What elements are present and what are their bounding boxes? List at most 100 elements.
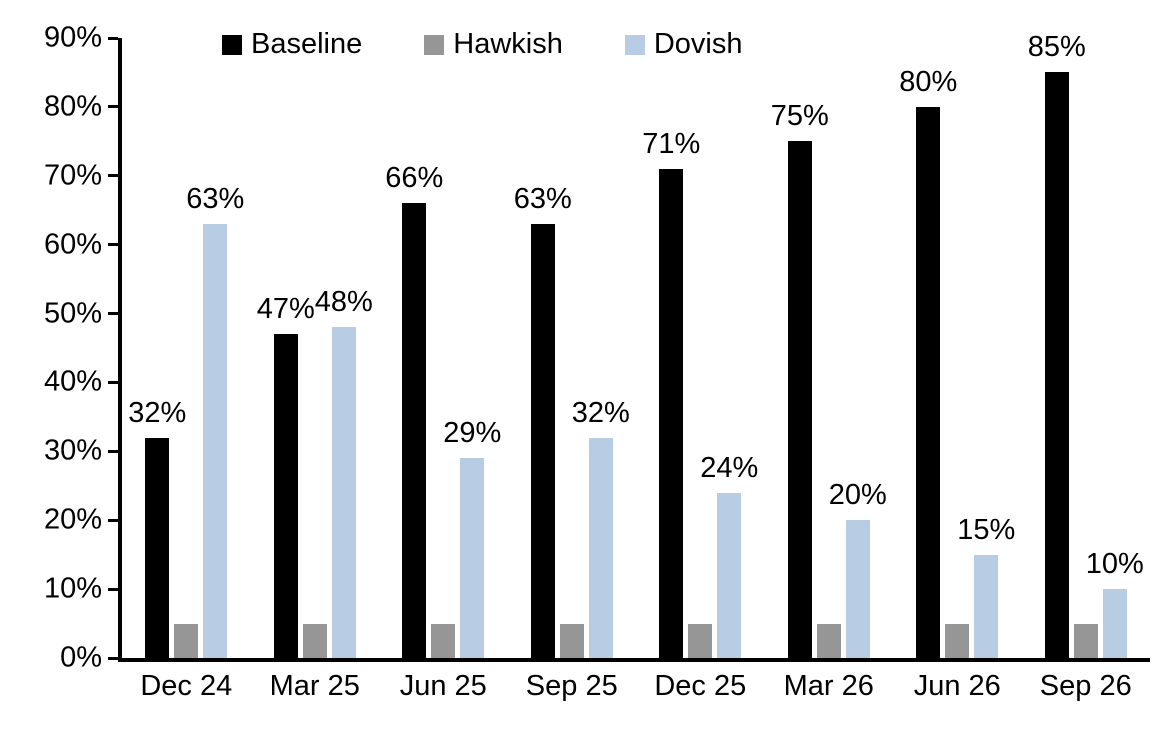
bar-baseline-jun-26 <box>916 106 941 658</box>
bar-label-dovish-sep-26: 10% <box>1085 548 1144 581</box>
y-tick-mark <box>108 105 118 109</box>
bar-label-dovish-sep-25: 32% <box>571 396 630 429</box>
bar-baseline-dec-25 <box>659 168 684 658</box>
y-tick-label-70-: 70% <box>43 159 102 192</box>
bar-dovish-mar-25 <box>331 327 356 658</box>
bar-group-dec-24: 32% 63% <box>128 38 244 658</box>
x-tick-label-sep-25: Sep 25 <box>525 670 618 702</box>
bar-label-baseline-jun-25: 66% <box>385 162 444 195</box>
bar-dovish-dec-25 <box>717 492 742 658</box>
bar-dovish-jun-25 <box>460 458 485 658</box>
bar-col-hawkish-mar-25 <box>302 38 327 658</box>
y-tick-label-80-: 80% <box>43 90 102 123</box>
bar-label-baseline-sep-25: 63% <box>513 183 572 215</box>
bar-hawkish-mar-25 <box>302 623 327 658</box>
bar-dovish-sep-26 <box>1102 589 1127 658</box>
bar-baseline-mar-26 <box>787 141 812 658</box>
bar-col-baseline-mar-26: 75% <box>771 38 829 658</box>
bar-hawkish-dec-25 <box>688 623 713 658</box>
bar-hawkish-sep-26 <box>1073 623 1098 658</box>
bar-label-baseline-jun-26: 80% <box>899 65 958 98</box>
bar-label-baseline-mar-26: 75% <box>770 100 829 133</box>
bar-dovish-jun-26 <box>974 554 999 658</box>
bar-dovish-sep-25 <box>588 437 613 658</box>
bar-label-dovish-jun-26: 15% <box>957 513 1016 546</box>
legend-entry-baseline: Baseline <box>222 30 362 59</box>
bar-col-dovish-mar-26: 20% <box>829 38 887 658</box>
bar-col-baseline-mar-25: 47% <box>257 38 315 658</box>
bar-hawkish-jun-25 <box>431 623 456 658</box>
bar-label-dovish-dec-24: 63% <box>186 183 245 215</box>
bar-col-baseline-jun-25: 66% <box>385 38 443 658</box>
bar-col-baseline-dec-25: 71% <box>642 38 700 658</box>
legend: Baseline Hawkish Dovish <box>222 30 743 59</box>
bar-group-mar-26: 75% 20% <box>771 38 887 658</box>
bar-baseline-sep-26 <box>1044 72 1069 658</box>
bar-group-mar-25: 47% 48% <box>257 38 373 658</box>
bar-baseline-jun-25 <box>402 203 427 658</box>
bar-hawkish-mar-26 <box>816 623 841 658</box>
bar-col-hawkish-sep-26 <box>1073 38 1098 658</box>
bar-col-dovish-sep-25: 32% <box>572 38 630 658</box>
y-tick-label-50-: 50% <box>43 297 102 330</box>
y-tick-mark <box>108 587 118 591</box>
bar-label-dovish-mar-26: 20% <box>828 479 887 512</box>
legend-marker-hawkish <box>424 34 445 55</box>
bar-col-hawkish-jun-25 <box>431 38 456 658</box>
bar-group-dec-25: 71% 24% <box>642 38 758 658</box>
x-axis: Dec 24 Mar 25 Jun 25 Sep 25 Dec 25 Mar 26 Jun … <box>122 672 1150 701</box>
y-tick-label-30-: 30% <box>43 434 102 467</box>
legend-label-hawkish: Hawkish <box>453 28 563 60</box>
legend-entry-hawkish: Hawkish <box>424 30 563 59</box>
bar-group-jun-25: 66% 29% <box>385 38 501 658</box>
bar-col-dovish-dec-24: 63% <box>186 38 244 658</box>
y-tick-label-10-: 10% <box>43 572 102 605</box>
y-tick-mark <box>108 312 118 316</box>
x-tick-label-mar-26: Mar 26 <box>783 670 874 702</box>
x-tick-label-jun-25: Jun 25 <box>399 670 487 702</box>
bar-col-dovish-dec-25: 24% <box>700 38 758 658</box>
bar-col-hawkish-dec-25 <box>688 38 713 658</box>
legend-marker-dovish <box>624 34 645 55</box>
bar-baseline-sep-25 <box>530 224 555 658</box>
bar-col-baseline-jun-26: 80% <box>899 38 957 658</box>
bar-label-dovish-mar-25: 48% <box>314 286 373 319</box>
y-tick-mark <box>108 174 118 178</box>
bar-label-dovish-dec-25: 24% <box>700 451 759 484</box>
y-tick-mark <box>108 656 118 660</box>
x-tick-label-mar-25: Mar 25 <box>269 670 360 702</box>
bar-hawkish-sep-25 <box>559 623 584 658</box>
y-tick-label-40-: 40% <box>43 365 102 398</box>
plot-area: 32% 63% 47% 48% 66% 29% 63% 32% 71% 24% 75% 20% 80% 1… <box>118 33 1150 662</box>
bar-col-hawkish-mar-26 <box>816 38 841 658</box>
bar-col-dovish-jun-26: 15% <box>957 38 1015 658</box>
bar-col-dovish-mar-25: 48% <box>315 38 373 658</box>
bar-group-sep-26: 85% 10% <box>1028 33 1144 658</box>
y-tick-label-20-: 20% <box>43 503 102 536</box>
bar-label-baseline-dec-24: 32% <box>128 396 187 429</box>
bar-baseline-dec-24 <box>145 437 170 658</box>
bar-label-dovish-jun-25: 29% <box>443 417 502 450</box>
x-tick-label-dec-25: Dec 25 <box>654 670 747 702</box>
bar-dovish-mar-26 <box>845 520 870 658</box>
legend-marker-baseline <box>222 34 242 55</box>
bar-group-jun-26: 80% 15% <box>899 38 1015 658</box>
y-tick-mark <box>108 518 118 522</box>
bar-label-baseline-dec-25: 71% <box>642 127 701 160</box>
x-tick-label-jun-26: Jun 26 <box>913 670 1001 702</box>
bar-col-hawkish-dec-24 <box>174 38 199 658</box>
bar-baseline-mar-25 <box>273 334 298 658</box>
bar-col-dovish-jun-25: 29% <box>443 38 501 658</box>
bar-hawkish-dec-24 <box>174 623 199 658</box>
y-tick-mark <box>108 243 118 247</box>
y-tick-mark <box>108 449 118 453</box>
y-tick-label-0-: 0% <box>60 641 102 674</box>
legend-label-baseline: Baseline <box>251 28 363 60</box>
legend-label-dovish: Dovish <box>653 28 743 60</box>
bar-label-baseline-mar-25: 47% <box>256 293 315 326</box>
bar-col-dovish-sep-26: 10% <box>1086 38 1144 658</box>
y-tick-label-60-: 60% <box>43 228 102 261</box>
bar-col-baseline-sep-25: 63% <box>514 38 572 658</box>
legend-entry-dovish: Dovish <box>624 28 743 60</box>
